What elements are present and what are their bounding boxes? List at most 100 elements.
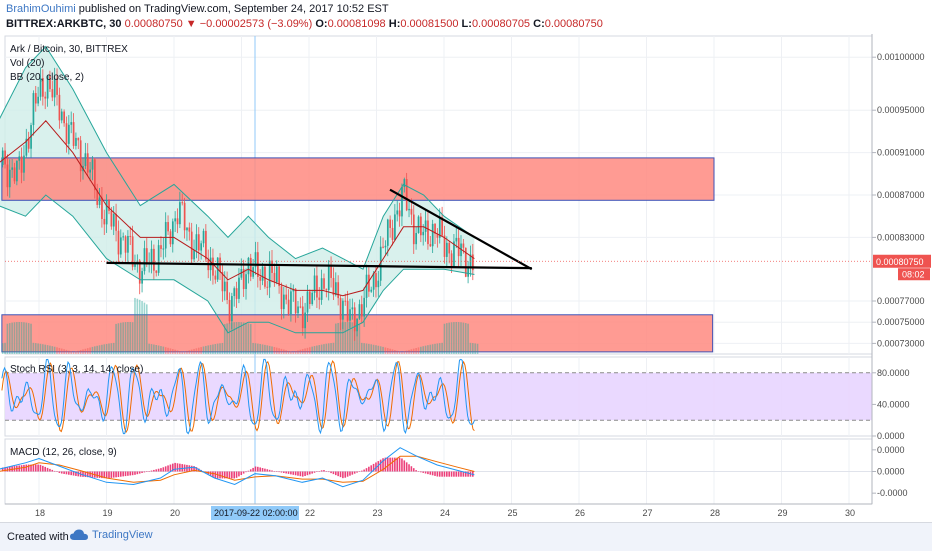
macd-histogram-bar (283, 471, 285, 473)
candle (299, 306, 302, 308)
tradingview-link[interactable]: TradingView (70, 529, 153, 541)
price-pane[interactable] (0, 45, 872, 354)
candle (138, 260, 141, 284)
candle (434, 223, 436, 234)
volume-bar (318, 345, 321, 354)
macd-histogram-bar (228, 471, 231, 479)
macd-histogram-bar (372, 463, 375, 472)
macd-tick-label: -0.0000 (877, 488, 908, 498)
volume-bar (325, 343, 328, 354)
candle (238, 277, 240, 299)
macd-histogram-bar (297, 471, 299, 476)
macd-histogram-bar (320, 470, 323, 472)
macd-histogram-bar (37, 464, 39, 472)
candle (75, 137, 77, 146)
volume-bar (42, 344, 44, 354)
volume-bar (141, 301, 143, 354)
volume-bar (68, 350, 70, 354)
volume-bar (171, 349, 174, 354)
macd-histogram-bar (427, 471, 429, 475)
macd-histogram-bar (129, 471, 132, 476)
candle (290, 291, 292, 314)
macd-pane[interactable] (0, 447, 872, 488)
volume-bar (101, 344, 103, 354)
last-price: 0.00080750 (124, 18, 183, 30)
high-label: H: (388, 18, 401, 30)
volume-bar (190, 349, 193, 354)
macd-histogram-bar (75, 471, 77, 476)
candle (6, 164, 9, 188)
candle (405, 179, 408, 211)
macd-histogram-bar (164, 466, 167, 472)
volume-bar (200, 347, 202, 354)
volume-bar (108, 343, 110, 354)
vol-indicator-label: Vol (20) (10, 58, 44, 69)
open-value: 0.00081098 (327, 18, 386, 30)
macd-histogram-bar (176, 463, 179, 472)
volume-bar (472, 343, 474, 354)
macd-histogram-bar (403, 460, 406, 472)
volume-bar (441, 342, 443, 354)
volume-bar (86, 348, 89, 354)
volume-bar (344, 322, 347, 354)
volume-bar (249, 324, 252, 354)
publish-line: BrahimOuhimi published on TradingView.co… (6, 3, 389, 15)
macd-histogram-bar (84, 471, 87, 478)
volume-bar (1, 343, 4, 354)
candle (415, 232, 418, 245)
candle (112, 214, 115, 227)
volume-bar (6, 323, 9, 354)
stoch-tick-label: 80.0000 (877, 368, 910, 378)
volume-bar (235, 322, 238, 354)
candle (233, 288, 236, 297)
price-tick-label: 0.00075000 (877, 317, 925, 327)
tradingview-brand: TradingView (92, 529, 153, 541)
macd-histogram-bar (32, 464, 35, 472)
macd-histogram-bar (375, 462, 377, 472)
volume-bar (212, 344, 214, 354)
price-tick-label: 0.00073000 (877, 338, 925, 348)
volume-bar (153, 344, 155, 354)
candle (386, 219, 389, 246)
author-link[interactable]: BrahimOuhimi (6, 3, 76, 15)
volume-bar (311, 346, 313, 354)
macd-histogram-bar (280, 471, 283, 473)
volume-bar (131, 322, 134, 354)
candle (353, 307, 356, 332)
candle (27, 138, 30, 149)
volume-bar (349, 322, 351, 354)
stoch-rsi-pane[interactable] (1, 358, 872, 435)
volume-bar (240, 322, 243, 354)
volume-bar (117, 323, 120, 354)
chart-canvas[interactable]: 0.00100000 0.00095000 0.00091000 0.00087000… (0, 34, 932, 522)
volume-bar (264, 344, 266, 354)
price-zone-1[interactable] (1, 157, 715, 201)
stoch-pane-title: Stoch RSI (3, 3, 14, 14, close) (10, 364, 143, 375)
macd-histogram-bar (278, 471, 280, 473)
trendline-1[interactable] (106, 261, 532, 270)
volume-bar (327, 343, 330, 354)
macd-tick-label: 0.0000 (877, 467, 905, 477)
candle (429, 244, 432, 247)
volume-bar (275, 347, 278, 354)
macd-histogram-bar (226, 471, 228, 479)
volume-bar (254, 343, 257, 354)
volume-bar (98, 345, 101, 354)
volume-bar (370, 344, 373, 354)
candle (37, 96, 40, 104)
last-price-tag (873, 254, 931, 268)
candle (183, 202, 186, 231)
macd-histogram-bar (356, 471, 358, 473)
volume-bar (368, 343, 370, 354)
candle (259, 276, 262, 281)
volume-bar (145, 304, 148, 354)
time-tick-label: 18 (35, 508, 45, 518)
volume-bar (287, 350, 290, 354)
candle (86, 153, 89, 173)
macd-histogram-bar (327, 471, 330, 473)
trendline-2[interactable] (389, 188, 533, 271)
bb-basis-line (0, 120, 475, 297)
macd-histogram-bar (306, 471, 309, 476)
crosshair-date-tag (211, 506, 299, 520)
macd-pane-title: MACD (12, 26, close, 9) (10, 447, 117, 458)
